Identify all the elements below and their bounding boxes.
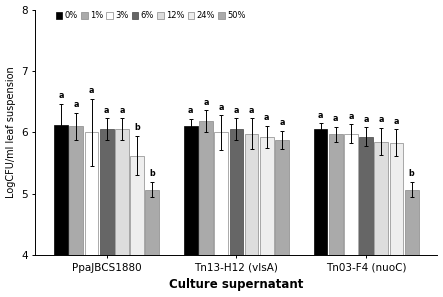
- Bar: [374, 142, 388, 255]
- Bar: [359, 137, 373, 255]
- Text: a: a: [119, 106, 124, 115]
- Bar: [199, 121, 213, 255]
- Text: a: a: [264, 113, 269, 122]
- Bar: [54, 125, 68, 255]
- Text: a: a: [394, 117, 399, 126]
- Text: b: b: [409, 170, 415, 178]
- Bar: [245, 134, 258, 255]
- Bar: [100, 129, 113, 255]
- Bar: [329, 134, 342, 255]
- Bar: [85, 132, 98, 255]
- Legend: 0%, 1%, 3%, 6%, 12%, 24%, 50%: 0%, 1%, 3%, 6%, 12%, 24%, 50%: [56, 11, 245, 20]
- Text: a: a: [279, 118, 285, 127]
- Text: a: a: [74, 100, 79, 109]
- Bar: [275, 140, 289, 255]
- Bar: [314, 129, 327, 255]
- Bar: [145, 189, 159, 255]
- Text: a: a: [379, 116, 384, 124]
- Bar: [405, 189, 419, 255]
- Text: a: a: [318, 110, 323, 119]
- Text: a: a: [58, 91, 64, 100]
- Text: a: a: [188, 106, 194, 115]
- Text: a: a: [249, 106, 254, 115]
- Text: a: a: [218, 102, 224, 111]
- Bar: [184, 126, 198, 255]
- Text: a: a: [348, 112, 354, 121]
- Bar: [214, 132, 228, 255]
- Bar: [229, 129, 243, 255]
- Bar: [260, 137, 274, 255]
- Text: a: a: [333, 114, 338, 123]
- Bar: [70, 126, 83, 255]
- Text: a: a: [233, 106, 239, 115]
- Text: a: a: [203, 98, 209, 107]
- Bar: [130, 156, 144, 255]
- X-axis label: Culture supernatant: Culture supernatant: [169, 279, 303, 291]
- Bar: [390, 143, 403, 255]
- Text: a: a: [89, 86, 94, 95]
- Text: a: a: [363, 115, 369, 124]
- Text: b: b: [134, 123, 140, 132]
- Bar: [344, 134, 358, 255]
- Bar: [115, 129, 129, 255]
- Y-axis label: LogCFU/ml leaf suspension: LogCFU/ml leaf suspension: [6, 67, 16, 198]
- Text: b: b: [149, 170, 155, 178]
- Text: a: a: [104, 106, 109, 115]
